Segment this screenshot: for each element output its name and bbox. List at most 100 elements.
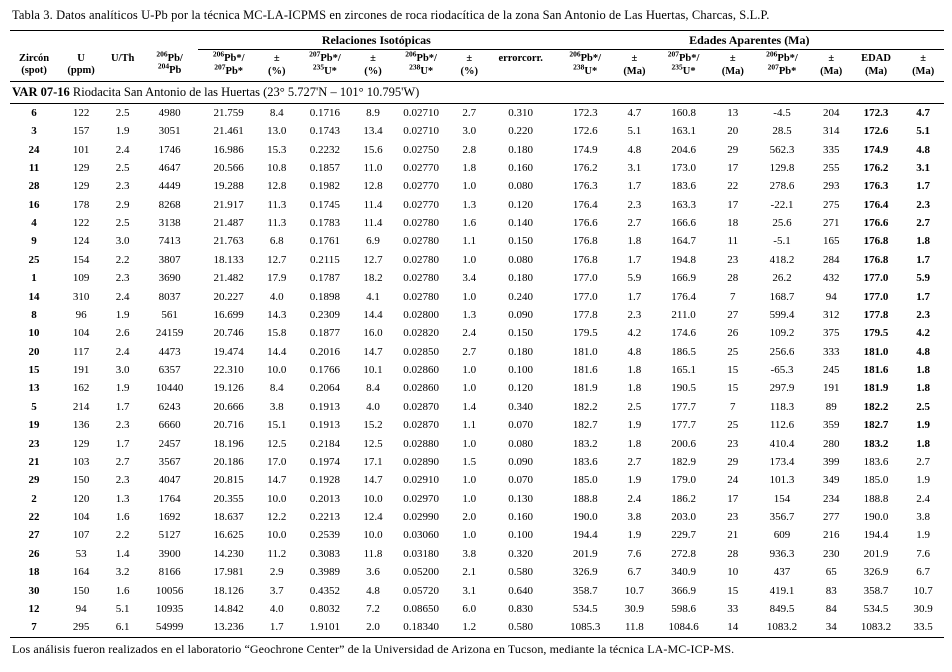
table-cell: 176.8 — [863, 235, 889, 248]
table-cell: 6.7 — [916, 566, 931, 579]
table-cell: 21.461 — [213, 125, 244, 138]
sample-code: VAR 07-16 — [12, 85, 70, 100]
table-cell: 4449 — [158, 180, 181, 193]
table-title: Tabla 3. Datos analíticos U-Pb por la té… — [12, 8, 770, 22]
table-cell: 19.474 — [213, 345, 244, 358]
table-cell: 358.7 — [863, 584, 889, 597]
table-cell: 2.7 — [916, 455, 931, 468]
table-cell: 534.5 — [572, 602, 598, 615]
table-cell: 89 — [825, 400, 837, 413]
table-cell: 188.8 — [863, 492, 889, 505]
sample-header-row: VAR 07-16 Riodacita San Antonio de las H… — [10, 81, 944, 105]
table-cell: 2.3 — [916, 308, 931, 321]
table-row: 12 94 5.1 10935 14.842 4.0 0.8032 7.2 0.08650 6.0… — [10, 600, 944, 618]
column-header: 207Pb*/235U* — [652, 49, 715, 83]
table-cell: 26 — [28, 547, 40, 560]
table-row: 18 164 3.2 8166 17.981 2.9 0.3989 3.6 0.05200 2.1… — [10, 564, 944, 582]
table-cell: 4.8 — [627, 143, 642, 156]
table-cell: 27 — [28, 529, 40, 542]
table-cell: 101.3 — [769, 474, 795, 487]
table-cell: 163.1 — [671, 125, 696, 138]
table-row: 2 120 1.3 1764 20.355 10.0 0.2013 10.0 0.02970 1.… — [10, 490, 944, 508]
table-cell: 165.1 — [671, 364, 696, 377]
table-cell: 4.1 — [366, 290, 380, 303]
table-cell: 21.763 — [213, 235, 244, 248]
table-cell: 333 — [822, 345, 840, 358]
table-cell: 109.2 — [769, 327, 795, 340]
table-cell: 0.02770 — [403, 198, 439, 211]
table-cell: 157 — [72, 125, 90, 138]
table-cell: 5.1 — [627, 125, 642, 138]
table-cell: 22 — [727, 180, 739, 193]
table-cell: 17.0 — [267, 455, 287, 468]
column-header: 206Pb/204Pb — [141, 49, 199, 83]
table-cell: 277 — [822, 511, 840, 524]
table-cell: 25.6 — [772, 217, 792, 230]
table-cell: 20 — [727, 125, 739, 138]
table-cell: 366.9 — [671, 584, 696, 597]
table-row: 4 122 2.5 3138 21.487 11.3 0.1783 11.4 0.02780 1.… — [10, 214, 944, 232]
table-cell: 1.1 — [462, 419, 477, 432]
table-cell: 6 — [31, 106, 37, 119]
table-cell: 6.7 — [627, 566, 642, 579]
table-cell: 13.4 — [363, 125, 383, 138]
table-cell: 10.0 — [267, 492, 287, 505]
table-cell: 96 — [75, 308, 87, 321]
table-cell: 1.0 — [462, 437, 477, 450]
table-cell: 164.7 — [671, 235, 696, 248]
table-cell: 21.482 — [213, 272, 244, 285]
table-cell: 0.2016 — [309, 345, 341, 358]
table-cell: 0.070 — [508, 419, 534, 432]
table-cell: 200.6 — [671, 437, 696, 450]
table-body: 6 122 2.5 4980 21.759 8.4 0.1716 8.9 0.02710 2.7 0… — [10, 104, 944, 638]
table-cell: 375 — [822, 327, 840, 340]
table-cell: 15.3 — [267, 143, 287, 156]
table-cell: 12.4 — [363, 511, 383, 524]
table-cell: 2.7 — [627, 217, 642, 230]
table-cell: 6660 — [158, 419, 181, 432]
table-cell: 11.2 — [267, 547, 287, 560]
table-row: 30 150 1.6 10056 18.126 3.7 0.4352 4.8 0.05720 3.… — [10, 582, 944, 600]
table-cell: 1.8 — [916, 364, 931, 377]
table-cell: 0.8032 — [309, 602, 341, 615]
table-cell: 4.0 — [366, 400, 380, 413]
column-header: errorcorr. — [486, 49, 555, 83]
table-cell: 136 — [72, 419, 90, 432]
table-cell: 0.02750 — [403, 143, 439, 156]
table-cell: 256.6 — [769, 345, 795, 358]
table-cell: 19.288 — [213, 180, 244, 193]
table-cell: 5.1 — [115, 602, 130, 615]
table-cell: 0.120 — [508, 198, 534, 211]
group-header-row: Relaciones Isotópicas Edades Aparentes (… — [10, 30, 944, 50]
table-cell: 17 — [727, 161, 739, 174]
column-header: ± (%) — [259, 49, 295, 83]
table-cell: 3051 — [158, 125, 181, 138]
table-cell: 5.9 — [916, 272, 931, 285]
table-cell: 1.6 — [462, 217, 477, 230]
sample-header: VAR 07-16 Riodacita San Antonio de las H… — [10, 81, 944, 105]
table-cell: 177.0 — [863, 272, 889, 285]
table-cell: 0.02990 — [403, 511, 439, 524]
table-cell: 176.3 — [572, 180, 598, 193]
table-cell: 14.3 — [267, 308, 287, 321]
table-cell: 297.9 — [769, 382, 795, 395]
table-cell: 2.0 — [462, 511, 477, 524]
table-cell: 2.8 — [462, 143, 477, 156]
table-cell: 0.18340 — [403, 621, 439, 634]
table-cell: 278.6 — [769, 180, 795, 193]
table-cell: 3.2 — [115, 566, 130, 579]
table-cell: 182.9 — [671, 455, 696, 468]
table-cell: 29 — [727, 455, 739, 468]
table-cell: 0.320 — [508, 547, 534, 560]
table-cell: 2.9 — [269, 566, 284, 579]
table-cell: 272.8 — [671, 547, 696, 560]
table-cell: 15 — [727, 584, 739, 597]
table-cell: 182.2 — [572, 400, 598, 413]
table-cell: 1.0 — [462, 180, 477, 193]
table-cell: 2 — [31, 492, 37, 505]
table-cell: 1.6 — [115, 584, 130, 597]
table-cell: 335 — [822, 143, 840, 156]
table-cell: 30 — [28, 584, 40, 597]
table-cell: 1.9 — [627, 474, 642, 487]
table-cell: 0.640 — [508, 584, 534, 597]
